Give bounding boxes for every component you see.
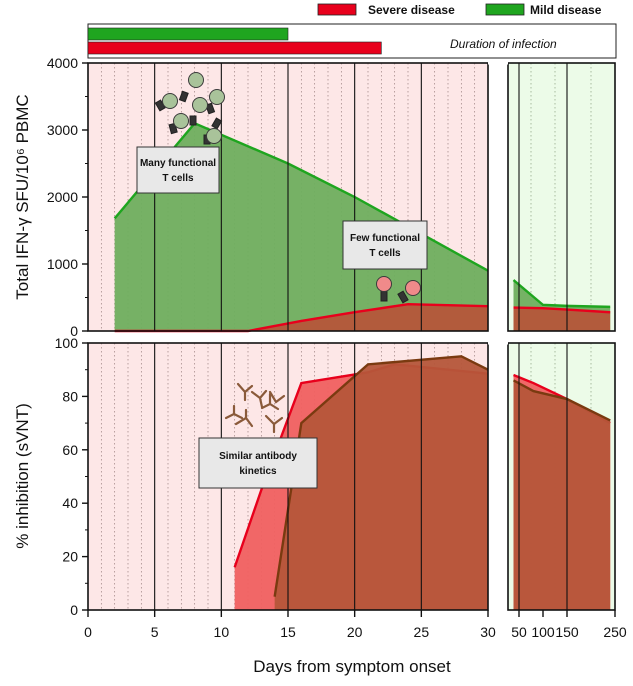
x-tick-label: 100 (531, 624, 555, 640)
antibody-ytick-label: 20 (62, 549, 78, 565)
tcell-ytick-label: 1000 (47, 256, 78, 272)
x-tick-label: 25 (414, 624, 430, 640)
t-cell-cluster-icon (154, 72, 225, 145)
tcell-frame-right (507, 62, 616, 332)
x-axis-title: Days from symptom onset (253, 657, 451, 676)
antibody-ytick-label: 60 (62, 442, 78, 458)
x-tick-label: 0 (84, 624, 92, 640)
x-tick-label: 150 (555, 624, 579, 640)
note-many-line1: Many functional (140, 158, 216, 169)
y-axis-title-top: Total IFN-γ SFU/10⁶ PBMC (13, 94, 32, 299)
duration-label: Duration of infection (450, 37, 557, 51)
note-few-tcells: Few functional T cells (342, 220, 428, 270)
tcell-line-mild (113, 121, 489, 272)
tcell-area-severe (114, 304, 489, 331)
antibody-ytick-label: 100 (55, 335, 79, 351)
x-tick-label: 20 (347, 624, 363, 640)
note-antibody-line2: kinetics (239, 466, 277, 477)
duration-bar-mild (87, 27, 289, 41)
legend-swatch-severe (317, 3, 357, 16)
duration-bar-severe (87, 41, 382, 55)
note-many-tcells: Many functional T cells (136, 146, 220, 194)
tcell-line-mild (512, 279, 611, 309)
tcell-ytick-label: 4000 (47, 55, 78, 71)
x-tick-label: 50 (511, 624, 527, 640)
t-cell-pair-icon (376, 276, 421, 304)
antibody-area-mild (274, 356, 488, 610)
legend: Severe disease Mild disease (317, 3, 602, 17)
x-tick-label: 250 (603, 624, 627, 640)
duration-box: Duration of infection (87, 23, 617, 59)
x-tick-label: 5 (151, 624, 159, 640)
tcell-area-severe (513, 307, 611, 331)
note-many-line2: T cells (162, 173, 194, 184)
tcell-zone-late (508, 63, 615, 331)
x-tick-label: 10 (214, 624, 230, 640)
antibody-area-mild (513, 380, 611, 610)
x-tick-label: 30 (480, 624, 496, 640)
legend-swatch-mild (485, 3, 525, 16)
antibody-cluster-icon (224, 382, 286, 434)
note-few-line1: Few functional (350, 233, 420, 244)
x-tick-label: 15 (280, 624, 296, 640)
tcell-line-severe (513, 306, 611, 314)
antibody-ytick-label: 0 (70, 602, 78, 618)
antibody-line-mild (512, 379, 611, 422)
tcell-panel: 0 1000 2000 3000 4000 (47, 55, 616, 339)
legend-label-mild: Mild disease (530, 3, 602, 17)
antibody-ytick-label: 80 (62, 388, 78, 404)
y-axis-title-bottom: % inhibition (sVNT) (13, 403, 32, 549)
note-antibody: Similar antibody kinetics (198, 437, 318, 489)
legend-label-severe: Severe disease (368, 3, 455, 17)
antibody-ytick-label: 40 (62, 495, 78, 511)
tcell-ytick-label: 2000 (47, 189, 78, 205)
tcell-ytick-label: 3000 (47, 122, 78, 138)
note-few-line2: T cells (369, 248, 401, 259)
note-antibody-line1: Similar antibody (219, 451, 297, 462)
tcell-ytick-label: 0 (70, 323, 78, 339)
antibody-frame-right (507, 342, 616, 611)
